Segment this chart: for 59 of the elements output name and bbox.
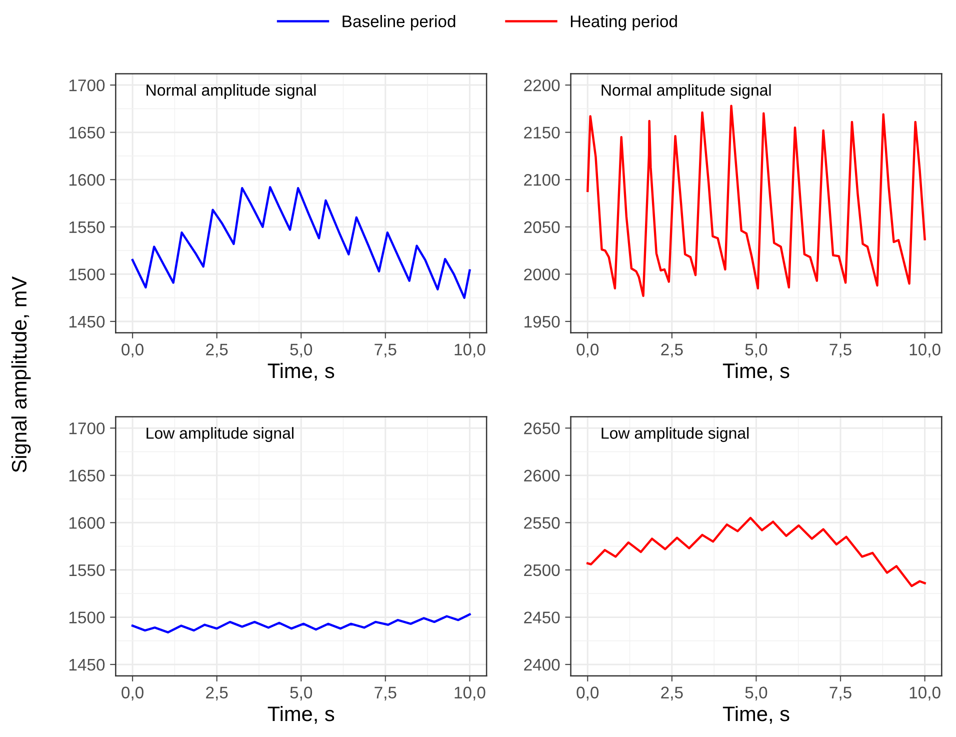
x-tick-label: 5,0 [290,344,312,358]
x-tick-label: 2,5 [661,344,683,358]
x-tick-label: 2,5 [206,686,228,700]
line-series [131,186,471,299]
legend-label: Baseline period [342,15,456,31]
y-tick-label: 1650 [69,470,105,482]
x-axis-title: Time, s [268,362,334,381]
x-tick-label: 10,0 [454,686,486,700]
y-tick-label: 2200 [524,79,560,92]
y-tick-label: 2100 [524,174,560,186]
x-tick-label: 7,5 [830,686,852,700]
x-tick-label: 10,0 [454,344,486,358]
x-tick-label: 0,0 [576,686,599,700]
y-tick-label: 2450 [524,612,560,624]
x-tick-label: 7,5 [374,344,396,358]
line-series [586,104,926,298]
line-series [586,516,926,588]
annotation: Low amplitude signal [146,427,294,442]
x-tick-label: 2,5 [206,344,228,358]
y-tick-label: 1500 [69,268,105,280]
x-tick-label: 5,0 [745,344,768,358]
x-tick-label: 5,0 [290,686,312,700]
x-axis-title: Time, s [268,706,334,724]
x-tick-label: 7,5 [374,686,396,700]
y-tick-label: 2400 [524,658,560,671]
x-tick-label: 10,0 [910,686,940,700]
x-tick-label: 2,5 [661,686,683,700]
y-tick-label: 2600 [524,470,560,482]
annotation: Low amplitude signal [602,427,749,442]
y-tick-label: 1550 [69,564,105,576]
y-tick-label: 1600 [69,517,105,529]
legend-label: Heating period [570,15,677,31]
y-tick-label: 2500 [524,564,560,576]
x-axis-title: Time, s [722,362,790,381]
x-tick-label: 5,0 [745,686,768,700]
y-tick-label: 1650 [69,126,105,139]
line-series [131,613,471,634]
y-tick-label: 1550 [69,221,105,234]
y-tick-label: 2150 [524,126,560,139]
x-axis-title: Time, s [722,706,790,724]
annotation: Normal amplitude signal [602,84,771,99]
x-tick-label: 0,0 [576,344,599,358]
annotation: Normal amplitude signal [146,84,316,99]
x-tick-label: 0,0 [122,344,144,358]
y-tick-label: 1450 [69,658,105,671]
y-axis-title: Signal amplitude, mV [11,276,31,472]
x-tick-label: 0,0 [122,686,144,700]
y-tick-label: 2550 [524,517,560,529]
x-tick-label: 10,0 [910,344,940,358]
x-tick-label: 7,5 [830,344,852,358]
y-tick-label: 1600 [69,174,105,186]
y-tick-label: 2000 [524,268,560,280]
y-tick-label: 1700 [69,422,105,434]
y-tick-label: 1950 [524,316,560,328]
y-tick-label: 1500 [69,612,105,624]
y-tick-label: 2050 [524,221,560,234]
y-tick-label: 2650 [524,422,560,434]
y-tick-label: 1700 [69,79,105,92]
y-tick-label: 1450 [69,316,105,328]
